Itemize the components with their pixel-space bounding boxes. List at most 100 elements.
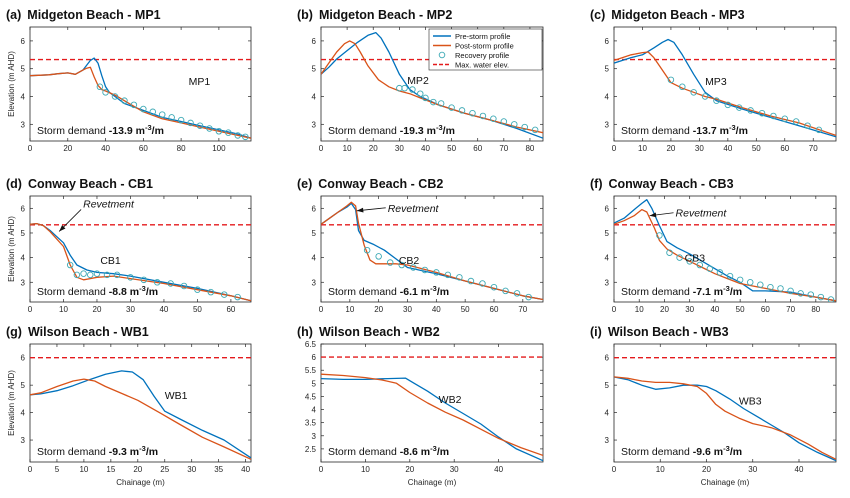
y-tick-label: 4 xyxy=(312,93,317,102)
x-tick-label: 40 xyxy=(710,305,719,314)
storm-demand: Storm demand -8.6 m-3/m xyxy=(328,444,449,458)
x-tick-label: 10 xyxy=(343,144,352,153)
storm-demand-value: -8.6 m xyxy=(400,446,430,458)
x-tick-label: 0 xyxy=(319,305,324,314)
panel-title: (e) Conway Beach - CB2 xyxy=(297,177,443,191)
y-tick-label: 4 xyxy=(605,409,610,418)
recovery-point xyxy=(706,265,714,272)
x-tick-label: 10 xyxy=(59,305,68,314)
x-tick-label: 20 xyxy=(660,305,669,314)
post-storm-line xyxy=(321,373,543,457)
storm-demand: Storm demand -8.8 m-3/m xyxy=(37,284,158,298)
panel-a: 0 20 40 60 80 100 3 4 5 6 (a) Midgeton Beach - MP1 M… xyxy=(6,8,252,153)
storm-demand-exp: -3 xyxy=(145,123,152,132)
recovery-point xyxy=(433,269,440,276)
y-tick-label: 4 xyxy=(605,254,610,263)
recovery-point xyxy=(827,296,835,302)
recovery-point xyxy=(196,122,204,129)
x-tick-label: 10 xyxy=(638,144,647,153)
y-tick-label: 6 xyxy=(21,37,26,46)
storm-demand: Storm demand -19.3 m-3/m xyxy=(328,123,455,137)
axes-frame xyxy=(613,195,837,303)
x-tick-label: 10 xyxy=(635,305,644,314)
plot-area xyxy=(321,356,543,462)
recovery-point xyxy=(690,89,697,96)
storm-demand-value: -6.1 m xyxy=(400,286,430,298)
y-axis-label: Elevation (m AHD) xyxy=(7,216,16,282)
recovery-point xyxy=(804,122,811,129)
recovery-point xyxy=(96,83,104,91)
panel-title: (g) Wilson Beach - WB1 xyxy=(6,325,149,339)
storm-demand-suffix: /m xyxy=(730,286,742,298)
recovery-point xyxy=(140,105,147,113)
x-axis-label: Chainage (m) xyxy=(408,478,457,487)
x-tick-label: 70 xyxy=(518,305,527,314)
y-tick-label: 3 xyxy=(312,278,317,287)
legend-label: Post-storm profile xyxy=(455,42,514,51)
recovery-point xyxy=(206,125,213,132)
recovery-point xyxy=(242,133,249,141)
recovery-point xyxy=(716,269,724,276)
post-storm-line xyxy=(30,222,251,302)
recovery-point xyxy=(215,128,223,135)
recovery-point xyxy=(140,276,148,284)
x-tick-label: 20 xyxy=(666,144,675,153)
profile-label: MP2 xyxy=(407,75,429,87)
recovery-point xyxy=(80,270,87,277)
recovery-point xyxy=(736,276,744,284)
storm-demand-exp: -3 xyxy=(430,284,437,293)
storm-demand-prefix: Storm demand xyxy=(37,125,109,137)
x-tick-label: 30 xyxy=(748,465,757,474)
x-tick-label: 0 xyxy=(612,305,617,314)
recovery-point xyxy=(746,279,754,286)
panel-f: 0 10 20 30 40 50 60 70 80 3 4 5 6 (f) Conway Beach - C… xyxy=(590,177,837,314)
recovery-point xyxy=(416,90,424,97)
y-tick-label: 6 xyxy=(605,204,610,213)
storm-demand-suffix: /m xyxy=(146,446,158,458)
y-tick-label: 5 xyxy=(605,65,610,74)
y-tick-label: 3 xyxy=(605,120,610,129)
recovery-point xyxy=(502,287,509,295)
x-tick-label: 20 xyxy=(374,305,383,314)
panel-e: 0 10 20 30 40 50 60 70 3 4 5 6 (e) Conway Beach - CB2… xyxy=(297,177,544,314)
panel-tag: (i) xyxy=(590,325,602,339)
panel-tag: (e) xyxy=(297,177,312,191)
axes-frame xyxy=(29,26,252,142)
x-tick-label: 50 xyxy=(752,144,761,153)
storm-demand-prefix: Storm demand xyxy=(37,446,109,458)
recovery-point xyxy=(490,283,498,291)
panel-title: (b) Midgeton Beach - MP2 xyxy=(297,8,452,22)
recovery-point xyxy=(667,76,675,84)
plot-area xyxy=(30,357,251,460)
recovery-point xyxy=(168,114,175,121)
recovery-point xyxy=(375,253,382,260)
x-tick-label: 0 xyxy=(319,465,324,474)
recovery-point xyxy=(234,132,242,139)
x-tick-label: 40 xyxy=(494,465,503,474)
panel-name: Conway Beach - CB1 xyxy=(28,177,153,191)
y-tick-label: 4.5 xyxy=(305,392,317,401)
x-tick-label: 0 xyxy=(319,144,324,153)
x-tick-label: 30 xyxy=(685,305,694,314)
storm-demand-prefix: Storm demand xyxy=(328,125,400,137)
legend-label: Pre-storm profile xyxy=(455,32,510,41)
panel-tag: (a) xyxy=(6,8,21,22)
profile-label: CB3 xyxy=(685,253,706,265)
storm-demand-suffix: /m xyxy=(443,125,455,137)
revetment-label: Revetment xyxy=(676,208,728,220)
x-tick-label: 30 xyxy=(450,465,459,474)
storm-demand-value: -9.3 m xyxy=(109,446,139,458)
y-tick-label: 3 xyxy=(605,278,610,287)
recovery-point xyxy=(531,126,539,134)
pre-storm-line xyxy=(614,38,836,138)
panel-name: Conway Beach - CB3 xyxy=(609,177,734,191)
storm-demand-exp: -3 xyxy=(139,284,146,293)
storm-demand-value: -19.3 m xyxy=(400,125,436,137)
profile-label: CB1 xyxy=(100,255,121,267)
x-tick-label: 0 xyxy=(28,465,33,474)
revetment-label: Revetment xyxy=(388,203,440,215)
plot-area xyxy=(614,199,836,302)
panel-title: (h) Wilson Beach - WB2 xyxy=(297,325,440,339)
panel-h: 0 10 20 30 40 2.5 3 3.5 4 4.5 5 5.5 6 6.5(h) Wilson Be… xyxy=(297,325,544,487)
y-tick-label: 4 xyxy=(312,406,317,415)
